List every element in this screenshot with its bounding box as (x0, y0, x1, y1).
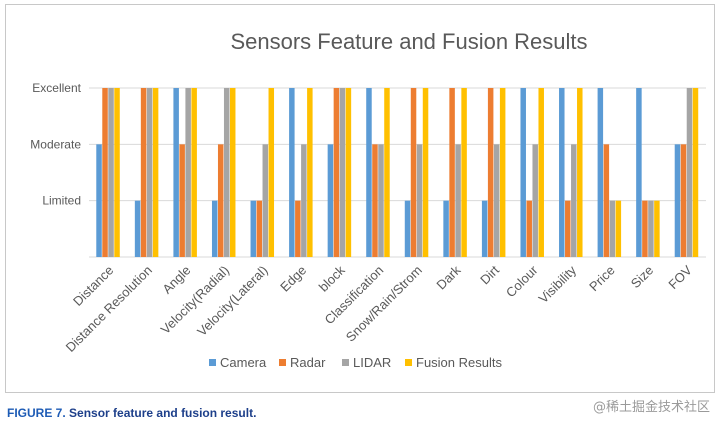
bar-lidar (532, 144, 538, 257)
bar-radar (526, 200, 532, 257)
bar-camera (636, 88, 642, 257)
y-axis-labels: Excellent Moderate Limited (30, 81, 81, 208)
bar-camera (520, 88, 526, 257)
figure-label: FIGURE 7. (7, 406, 66, 420)
bar-radar (680, 144, 687, 257)
bar-camera (366, 88, 372, 257)
bar-camera (443, 200, 449, 257)
figure-caption: FIGURE 7. Sensor feature and fusion resu… (7, 406, 256, 420)
bar-radar (333, 88, 340, 257)
bar-lidar (455, 144, 461, 257)
bar-radar (217, 144, 224, 257)
bar-radar (603, 144, 610, 257)
bar-fusion-results (307, 88, 313, 257)
bar-camera (674, 144, 681, 257)
bar-lidar (493, 144, 500, 257)
bar-camera (173, 88, 179, 257)
legend-label: Radar (290, 355, 326, 370)
bar-camera (597, 88, 604, 257)
bar-lidar (609, 200, 616, 257)
bar-radar (487, 88, 494, 257)
bar-camera (96, 144, 102, 257)
bar-fusion-results (268, 88, 275, 257)
legend: Camera Radar LIDAR Fusion Results (209, 355, 502, 370)
bar-lidar (416, 144, 423, 257)
bar-lidar (146, 88, 153, 257)
bar-lidar (686, 88, 693, 257)
bar-fusion-results (191, 88, 197, 257)
bar-radar (179, 144, 185, 257)
watermark: @稀土掘金技术社区 (592, 400, 710, 415)
bar-fusion-results (229, 88, 236, 257)
bars (96, 88, 699, 257)
y-tick-label: Excellent (32, 81, 81, 95)
legend-swatch (209, 359, 216, 366)
bar-fusion-results (615, 200, 622, 257)
bar-camera (250, 200, 257, 257)
bar-radar (372, 144, 378, 257)
legend-label: Fusion Results (416, 355, 502, 370)
bar-fusion-results (654, 200, 660, 257)
bar-fusion-results (499, 88, 506, 257)
bar-fusion-results (422, 88, 429, 257)
x-tick-label: Dark (433, 262, 463, 292)
x-tick-label: Angle (159, 263, 193, 297)
bar-radar (410, 88, 417, 257)
legend-swatch (342, 359, 349, 366)
y-tick-label: Limited (42, 194, 81, 208)
bar-radar (295, 200, 301, 257)
x-tick-label: Visibility (536, 262, 580, 306)
bar-radar (565, 200, 571, 257)
legend-swatch (279, 359, 286, 366)
legend-label: LIDAR (353, 355, 391, 370)
x-tick-label: Dirt (477, 262, 502, 287)
bar-lidar (108, 88, 114, 257)
bar-radar (256, 200, 263, 257)
legend-swatch (405, 359, 412, 366)
x-tick-label: Size (628, 263, 656, 291)
bar-camera (404, 200, 411, 257)
bar-radar (102, 88, 108, 257)
chart-title: Sensors Feature and Fusion Results (230, 29, 587, 54)
x-tick-label: Velocity(Radial) (158, 263, 232, 337)
bar-lidar (648, 200, 654, 257)
x-tick-label: Edge (277, 263, 309, 295)
bar-fusion-results (577, 88, 583, 257)
bar-chart: Sensors Feature and Fusion Results Excel… (30, 29, 706, 370)
bar-lidar (223, 88, 230, 257)
chart-frame: Sensors Feature and Fusion Results Excel… (5, 4, 715, 393)
bar-radar (140, 88, 147, 257)
bar-camera (327, 144, 334, 257)
bar-camera (211, 200, 218, 257)
bar-fusion-results (692, 88, 699, 257)
bar-fusion-results (114, 88, 120, 257)
bar-camera (289, 88, 295, 257)
x-tick-label: block (316, 262, 348, 294)
bar-lidar (571, 144, 577, 257)
bar-camera (559, 88, 565, 257)
bar-fusion-results (461, 88, 467, 257)
figure-caption-text: Sensor feature and fusion result. (69, 406, 257, 420)
bar-radar (449, 88, 455, 257)
bar-lidar (301, 144, 307, 257)
bar-lidar (185, 88, 191, 257)
x-tick-label: Velocity(Lateral) (194, 263, 271, 340)
x-tick-label: Price (586, 263, 618, 295)
bar-lidar (339, 88, 346, 257)
bar-fusion-results (345, 88, 352, 257)
y-tick-label: Moderate (30, 137, 81, 151)
bar-lidar (378, 144, 384, 257)
bar-lidar (262, 144, 269, 257)
bar-fusion-results (384, 88, 390, 257)
bar-camera (134, 200, 141, 257)
legend-label: Camera (220, 355, 267, 370)
bar-fusion-results (152, 88, 159, 257)
bar-camera (481, 200, 488, 257)
x-tick-label: FOV (665, 262, 695, 292)
bar-radar (642, 200, 648, 257)
bar-fusion-results (538, 88, 544, 257)
